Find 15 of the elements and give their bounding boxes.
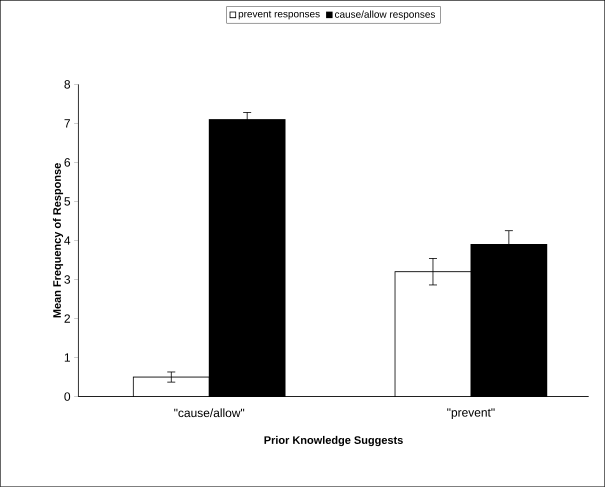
y-tick-label: 8 (64, 80, 70, 89)
y-tick-label: 1 (64, 353, 70, 362)
y-tick-label: 7 (64, 119, 70, 128)
y-tick-label: 5 (64, 197, 70, 206)
y-tick-label: 6 (64, 158, 70, 167)
x-tick-label: "prevent" (447, 408, 495, 420)
legend-label: prevent responses (238, 10, 320, 20)
y-tick-label: 0 (64, 392, 70, 401)
x-tick-label: "cause/allow" (174, 408, 244, 418)
y-axis-title: Mean Frequency of Response (52, 163, 64, 318)
x-axis-title: Prior Knowledge Suggests (264, 436, 403, 446)
y-tick-label: 4 (64, 236, 70, 245)
legend-label: cause/allow responses (334, 10, 436, 20)
y-tick-label: 2 (64, 314, 70, 323)
y-tick-label: 3 (64, 275, 70, 284)
